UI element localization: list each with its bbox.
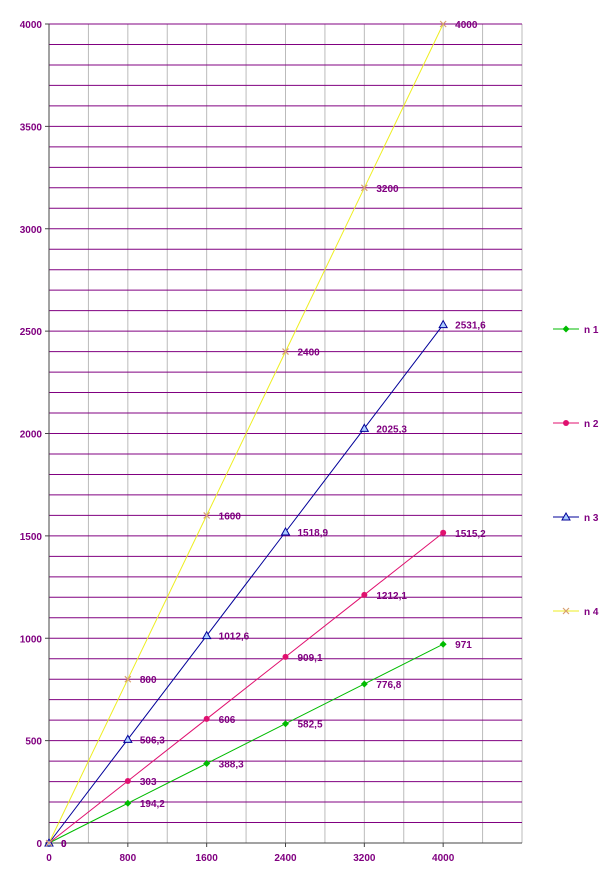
data-label: 2025,3: [376, 424, 407, 435]
x-tick-label: 0: [46, 853, 52, 864]
series-line-n4: [48, 23, 444, 844]
data-label: 4000: [455, 20, 478, 31]
data-label: 388,3: [219, 759, 244, 770]
data-label: 776,8: [376, 680, 401, 691]
y-tick-label: 3000: [20, 225, 43, 236]
x-tick-label: 4000: [432, 853, 455, 864]
data-label: 2531,6: [455, 321, 486, 332]
data-label: 3200: [376, 184, 399, 195]
x-tick-label: 2400: [274, 853, 297, 864]
series-line-n2: [48, 532, 444, 844]
legend-marker: [561, 511, 571, 521]
data-label: 909,1: [298, 653, 323, 664]
legend: n 1 n 2 n 3 n 4: [553, 325, 599, 618]
series-lines: [48, 23, 444, 844]
data-point: [282, 720, 289, 728]
data-label: 194,2: [140, 799, 165, 810]
data-markers: [44, 20, 449, 847]
data-point: [440, 529, 447, 536]
legend-label: n 1: [584, 325, 599, 336]
data-point: [124, 675, 132, 683]
data-label: 1212,1: [376, 591, 407, 602]
data-label: 303: [140, 777, 157, 788]
data-label: 0: [61, 839, 67, 850]
data-point: [282, 348, 289, 356]
legend-label: n 4: [584, 607, 599, 618]
data-point: [282, 653, 289, 660]
y-tick-label: 3500: [20, 122, 43, 133]
data-label: 1518,9: [298, 528, 329, 539]
data-point: [203, 715, 210, 722]
legend-label: n 2: [584, 419, 599, 430]
data-label: 971: [455, 640, 472, 651]
data-point: [360, 184, 368, 192]
data-point: [45, 839, 53, 847]
x-tick-label: 3200: [353, 853, 376, 864]
data-point: [124, 777, 131, 784]
y-tick-label: 0: [36, 839, 42, 850]
data-label: 582,5: [298, 720, 323, 731]
data-point: [438, 319, 449, 329]
series-line-n3: [48, 324, 444, 844]
y-tick-label: 1500: [20, 532, 43, 543]
data-label: 1012,6: [219, 632, 250, 643]
series-line-n1: [48, 643, 444, 844]
data-point: [439, 20, 447, 28]
legend-marker: [562, 325, 570, 333]
data-labels: 0194,2388,3582,5776,89710303606909,11212…: [61, 20, 486, 850]
legend-marker: [563, 420, 569, 426]
data-point: [122, 734, 133, 743]
data-point: [124, 799, 132, 807]
data-label: 0: [61, 839, 67, 850]
data-point: [203, 511, 211, 519]
data-point: [280, 526, 291, 536]
y-tick-label: 500: [25, 737, 42, 748]
data-point: [361, 591, 368, 598]
data-point: [360, 680, 368, 688]
data-label: 2400: [298, 348, 321, 359]
y-tick-label: 2500: [20, 327, 43, 338]
y-tick-label: 4000: [20, 20, 43, 31]
data-label: 506,3: [140, 735, 165, 746]
data-label: 0: [61, 839, 67, 850]
x-tick-label: 800: [119, 853, 136, 864]
data-point: [359, 423, 370, 432]
data-point: [439, 640, 447, 648]
legend-label: n 3: [584, 513, 599, 524]
y-tick-label: 1000: [20, 634, 43, 645]
axes: 0 500 1000 1500 2000 2500 3000 3500 4000 0 800 1600…: [20, 20, 522, 864]
grid-lines: [49, 23, 523, 843]
x-tick-label: 1600: [196, 853, 219, 864]
data-label: 606: [219, 715, 236, 726]
data-point: [201, 630, 212, 640]
data-label: 1515,2: [455, 529, 486, 540]
data-label: 800: [140, 675, 157, 686]
y-tick-label: 2000: [20, 430, 43, 441]
data-label: 1600: [219, 511, 242, 522]
data-point: [203, 759, 211, 767]
legend-marker: [562, 607, 570, 615]
data-label: 0: [61, 839, 67, 850]
